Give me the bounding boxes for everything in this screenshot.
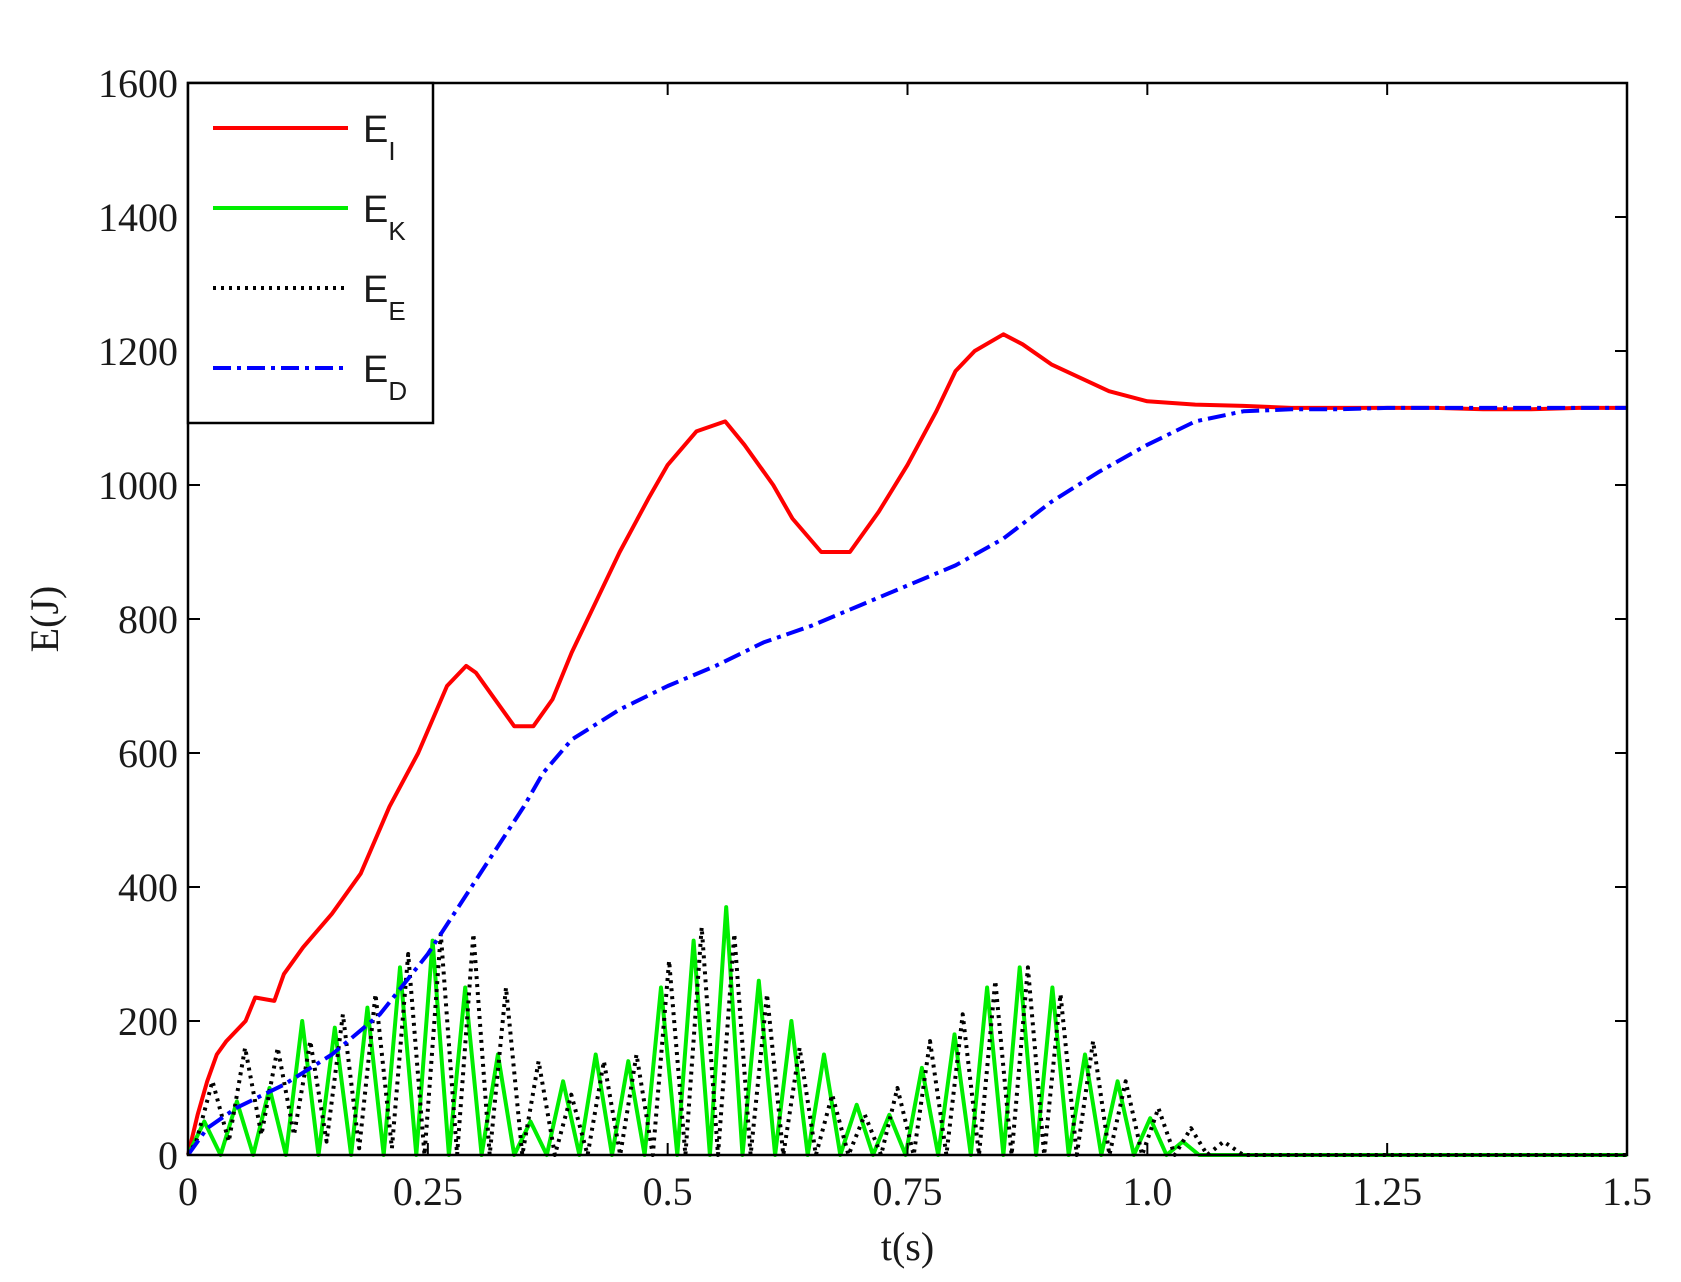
- legend-label-subscript: K: [388, 216, 406, 246]
- series-line-e-i: [186, 332, 1627, 1156]
- x-tick-label: 1.0: [1122, 1169, 1172, 1214]
- y-tick-label: 400: [118, 865, 178, 910]
- x-tick-label: 1.25: [1352, 1169, 1422, 1214]
- legend-label-subscript: I: [388, 136, 395, 166]
- x-tick-label: 0: [178, 1169, 198, 1214]
- y-axis-title: E(J): [22, 586, 67, 653]
- y-tick-label: 600: [118, 731, 178, 776]
- x-axis-title: t(s): [881, 1224, 934, 1269]
- y-tick-label: 0: [158, 1133, 178, 1178]
- y-tick-label: 1000: [98, 463, 178, 508]
- x-tick-label: 0.25: [393, 1169, 463, 1214]
- legend-label-subscript: D: [388, 376, 407, 406]
- x-tick-label: 1.5: [1602, 1169, 1652, 1214]
- legend-box: [186, 81, 435, 425]
- series-line-e-d: [186, 405, 1627, 1157]
- y-tick-label: 800: [118, 597, 178, 642]
- x-tick-label: 0.75: [873, 1169, 943, 1214]
- y-tick-label: 1400: [98, 195, 178, 240]
- y-tick-label: 1200: [98, 329, 178, 374]
- legend-label-subscript: E: [388, 296, 405, 326]
- y-tick-label: 200: [118, 999, 178, 1044]
- y-tick-label: 1600: [98, 61, 178, 106]
- ticks-layer: 0 0.25 0.5 0.75 1.0 1.25 1.5 0 200 400 600 800 1000 1…: [98, 61, 1652, 1214]
- x-tick-label: 0.5: [643, 1169, 693, 1214]
- series-line-e-k: [186, 905, 1627, 1157]
